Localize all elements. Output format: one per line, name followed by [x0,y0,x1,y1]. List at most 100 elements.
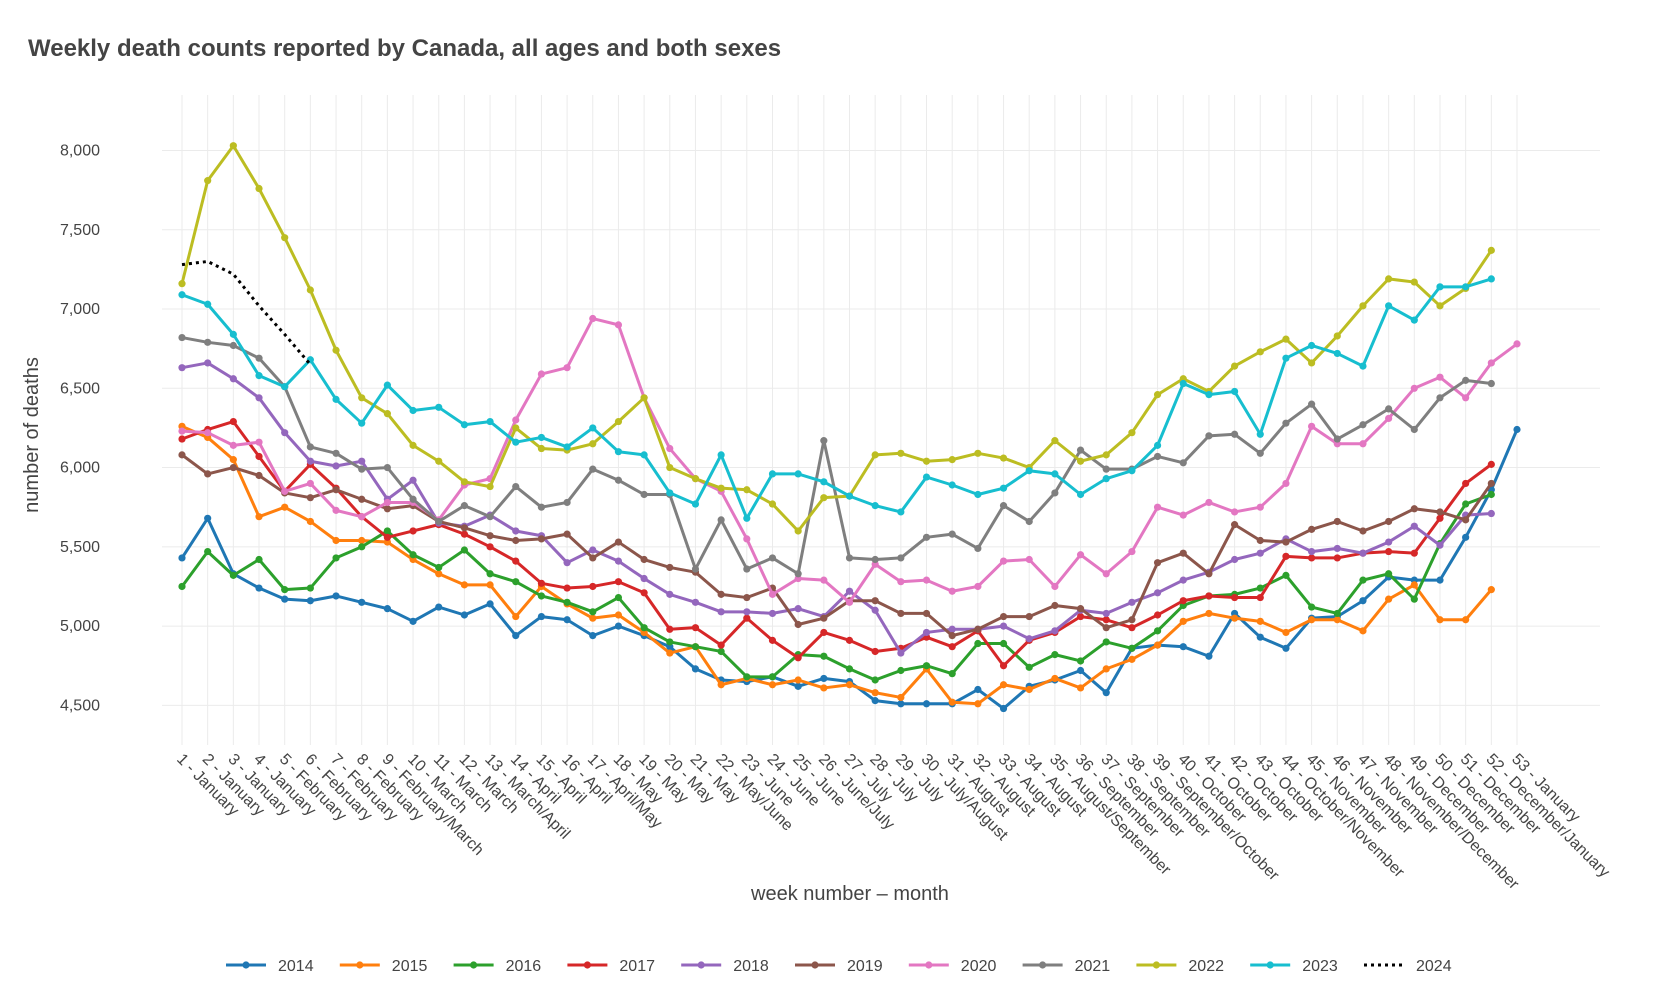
data-point-2014 [306,597,314,605]
data-point-2023 [717,451,725,459]
legend-item-2024[interactable]: 2024 [1364,958,1452,975]
series-line-2017 [181,420,1493,668]
data-point-2021 [1385,405,1393,413]
legend-item-2022[interactable]: 2022 [1136,958,1224,975]
data-point-2017 [409,527,417,535]
data-point-2022 [1487,246,1495,254]
data-point-2020 [1410,384,1418,392]
data-point-2021 [486,513,494,521]
data-point-2017 [178,435,186,443]
legend-item-2017[interactable]: 2017 [567,958,655,975]
data-point-2019 [1230,521,1239,529]
data-point-2023 [1410,316,1418,324]
data-point-2019 [255,471,263,480]
data-point-2021 [948,530,956,538]
data-point-2018 [589,546,597,554]
data-point-2015 [332,536,340,545]
data-point-2015 [589,614,597,622]
data-point-2021 [1308,400,1316,408]
data-point-2022 [1102,451,1110,459]
data-point-2021 [974,544,982,553]
data-point-2018 [1230,555,1239,564]
data-point-2023 [999,484,1008,492]
data-point-2014 [871,697,879,705]
data-point-2021 [743,565,751,573]
y-axis-ticks: 4,500 5,000 5,500 6,000 6,500 7,000 7,500 8,000 [60,142,100,714]
data-point-2022 [1282,335,1290,343]
data-point-2023 [768,470,777,478]
data-point-2015 [717,681,725,689]
data-point-2016 [1153,627,1162,635]
data-point-2019 [1282,538,1290,546]
data-point-2018 [332,462,340,470]
data-point-2021 [1333,435,1341,443]
data-point-2019 [229,463,237,472]
data-point-2021 [1462,376,1470,384]
data-point-2014 [897,700,905,708]
data-point-2020 [512,416,520,424]
data-point-2015 [1333,616,1341,624]
legend-item-2014[interactable]: 2014 [226,958,314,975]
data-point-2022 [974,449,982,457]
data-point-2018 [563,559,571,567]
data-point-2018 [1128,598,1136,606]
y-tick-label: 5,000 [60,618,100,635]
legend-item-2018[interactable]: 2018 [681,958,769,975]
data-point-2019 [974,625,982,633]
data-point-2019 [178,451,186,459]
data-point-2022 [897,449,905,457]
data-point-2023 [512,438,520,446]
data-point-2022 [435,457,443,465]
data-point-2019 [1051,601,1059,610]
data-point-2021 [999,502,1008,510]
legend-item-2023[interactable]: 2023 [1250,958,1338,975]
legend-label: 2015 [392,958,428,975]
data-point-2018 [204,359,212,367]
data-point-2018 [743,608,751,616]
data-point-2017 [1076,612,1085,621]
data-point-2023 [691,500,700,508]
data-point-2016 [281,586,289,594]
data-point-2014 [1359,597,1367,605]
data-point-2014 [1462,533,1470,541]
data-point-2021 [897,554,905,562]
data-point-2020 [897,578,905,586]
legend-item-2021[interactable]: 2021 [1022,958,1111,975]
legend-marker [242,961,250,969]
legend-item-2019[interactable]: 2019 [795,958,883,975]
data-point-2022 [255,184,263,193]
data-point-2017 [1205,592,1213,600]
data-point-2019 [460,524,469,532]
data-point-2017 [1256,593,1264,602]
data-point-2019 [1333,517,1341,526]
legend-item-2015[interactable]: 2015 [339,958,428,975]
data-point-2020 [1230,508,1239,516]
data-point-2021 [306,443,314,451]
data-point-2023 [1333,349,1341,358]
legend-item-2016[interactable]: 2016 [453,958,542,975]
data-point-2021 [1153,452,1162,461]
data-point-2020 [1282,479,1290,488]
legend[interactable]: 2014 2015 2016 2017 2018 2019 2020 2021 2022 2023… [226,958,1452,975]
data-point-2020 [1051,582,1059,591]
data-point-2023 [486,417,494,426]
data-point-2023 [1051,470,1059,478]
data-point-2016 [537,592,546,600]
data-point-2023 [948,481,956,489]
data-point-2019 [1025,612,1033,621]
data-point-2019 [1308,525,1316,533]
legend-item-2020[interactable]: 2020 [908,958,997,975]
data-point-2021 [820,437,828,445]
data-point-2021 [1051,489,1059,497]
data-point-2021 [358,465,366,473]
data-point-2020 [743,535,751,543]
data-point-2015 [460,581,469,589]
data-point-2022 [922,457,931,465]
data-point-2023 [820,478,828,486]
data-point-2019 [1179,549,1187,557]
data-point-2015 [435,570,443,578]
data-point-2014 [1102,689,1110,697]
data-point-2019 [948,632,956,640]
data-point-2019 [512,536,520,545]
